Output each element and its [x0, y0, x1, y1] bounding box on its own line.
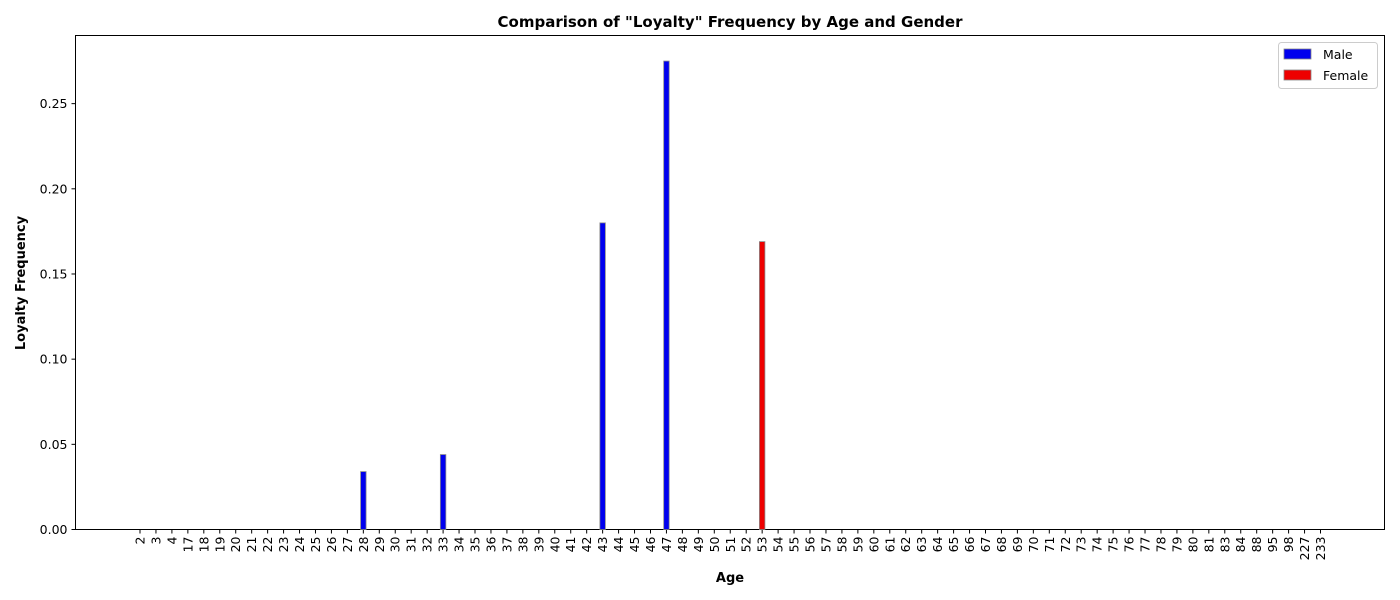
x-tick-label: 84 [1233, 536, 1248, 552]
x-tick-label: 50 [707, 536, 722, 552]
x-tick-label: 227 [1297, 537, 1312, 561]
x-tick-label: 21 [244, 537, 259, 553]
x-tick-label: 56 [803, 536, 818, 552]
bar-female-53 [759, 241, 766, 530]
x-tick-label: 77 [1138, 537, 1153, 553]
x-tick-label: 33 [436, 537, 451, 553]
x-tick-label: 46 [643, 536, 658, 552]
x-tick-label: 98 [1281, 536, 1296, 552]
x-tick-label: 70 [1026, 536, 1041, 552]
x-tick-label: 95 [1265, 537, 1280, 553]
x-tick-label: 29 [372, 536, 387, 552]
x-tick-label: 88 [1249, 536, 1264, 552]
x-tick-label: 63 [914, 537, 929, 553]
x-tick-label: 74 [1090, 536, 1105, 552]
legend-swatch-female [1283, 69, 1312, 81]
x-tick-label: 3 [148, 537, 163, 545]
x-tick-label: 78 [1153, 536, 1168, 552]
x-tick-label: 71 [1042, 537, 1057, 553]
bar-male-47 [663, 60, 670, 530]
x-tick-label: 34 [452, 536, 467, 552]
x-tick-label: 37 [499, 537, 514, 553]
x-tick-label: 27 [340, 537, 355, 553]
x-tick-label: 81 [1201, 537, 1216, 553]
x-tick-label: 58 [834, 536, 849, 552]
x-tick-label: 20 [228, 536, 243, 552]
x-tick-label: 2 [133, 537, 148, 545]
x-tick-label: 79 [1169, 536, 1184, 552]
x-tick-label: 18 [196, 536, 211, 552]
x-tick-label: 36 [483, 536, 498, 552]
x-tick-label: 59 [850, 536, 865, 552]
x-tick-label: 40 [547, 536, 562, 552]
y-tick-label: 0.15 [40, 266, 68, 281]
x-tick-label: 32 [420, 537, 435, 553]
legend-swatch-male [1283, 48, 1312, 60]
legend-label-male: Male [1323, 47, 1353, 62]
x-tick-label: 73 [1074, 537, 1089, 553]
x-tick-label: 72 [1058, 537, 1073, 553]
x-tick-label: 60 [866, 536, 881, 552]
x-tick-label: 49 [691, 536, 706, 552]
y-tick-label: 0.10 [40, 352, 68, 367]
x-tick-label: 53 [755, 537, 770, 553]
x-tick-label: 51 [723, 537, 738, 553]
bar-male-33 [439, 454, 447, 530]
x-tick-label: 24 [292, 536, 307, 552]
x-tick-label: 31 [404, 537, 419, 553]
x-tick-label: 19 [212, 536, 227, 552]
x-tick-label: 45 [627, 537, 642, 553]
x-tick-label: 22 [260, 537, 275, 553]
bar-male-43 [599, 222, 606, 530]
x-tick-label: 47 [659, 537, 674, 553]
x-tick-label: 61 [882, 537, 897, 553]
x-tick-label: 41 [563, 537, 578, 553]
bar-male-28 [360, 471, 367, 530]
x-tick-label: 38 [515, 536, 530, 552]
x-tick-label: 57 [818, 537, 833, 553]
x-tick-label: 48 [675, 536, 690, 552]
x-tick-label: 64 [930, 536, 945, 552]
x-tick-label: 35 [468, 537, 483, 553]
y-axis-label: Loyalty Frequency [14, 215, 29, 350]
x-tick-label: 4 [164, 536, 179, 544]
x-tick-label: 26 [324, 536, 339, 552]
y-tick-label: 0.05 [40, 437, 68, 452]
y-tick-label: 0.20 [40, 181, 68, 196]
y-axis: 0.00 0.05 0.10 0.15 0.20 0.25 [40, 96, 76, 537]
x-tick-label: 28 [356, 536, 371, 552]
plot-area [75, 35, 1385, 530]
x-tick-label: 80 [1185, 536, 1200, 552]
x-tick-label: 30 [388, 536, 403, 552]
x-tick-label: 44 [611, 536, 626, 552]
x-tick-label: 55 [787, 537, 802, 553]
x-tick-label: 67 [978, 537, 993, 553]
y-tick-label: 0.25 [40, 96, 68, 111]
x-tick-label: 25 [308, 537, 323, 553]
x-tick-label: 43 [595, 537, 610, 553]
x-tick-label: 17 [180, 537, 195, 553]
x-tick-label: 65 [946, 537, 961, 553]
x-tick-label: 83 [1217, 537, 1232, 553]
x-tick-label: 75 [1106, 537, 1121, 553]
bars [360, 60, 766, 530]
x-tick-label: 76 [1122, 536, 1137, 552]
x-tick-label: 52 [739, 537, 754, 553]
chart-title: Comparison of "Loyalty" Frequency by Age… [498, 13, 964, 31]
legend-label-female: Female [1323, 68, 1369, 83]
y-tick-label: 0.00 [40, 522, 68, 537]
x-axis: 2 3 4 17 18 19 20 21 22 23 24 25 26 27 28 29 30 31 32 33 34 3… [133, 529, 1328, 561]
x-tick-label: 69 [1010, 536, 1025, 552]
x-tick-label: 68 [994, 536, 1009, 552]
x-tick-label: 62 [898, 537, 913, 553]
x-tick-label: 233 [1313, 537, 1328, 561]
x-tick-label: 66 [962, 536, 977, 552]
x-tick-label: 39 [531, 536, 546, 552]
legend: Male Female [1278, 42, 1378, 89]
x-tick-label: 54 [771, 536, 786, 552]
x-tick-label: 42 [579, 537, 594, 553]
x-tick-label: 23 [276, 537, 291, 553]
x-axis-label: Age [716, 571, 744, 586]
